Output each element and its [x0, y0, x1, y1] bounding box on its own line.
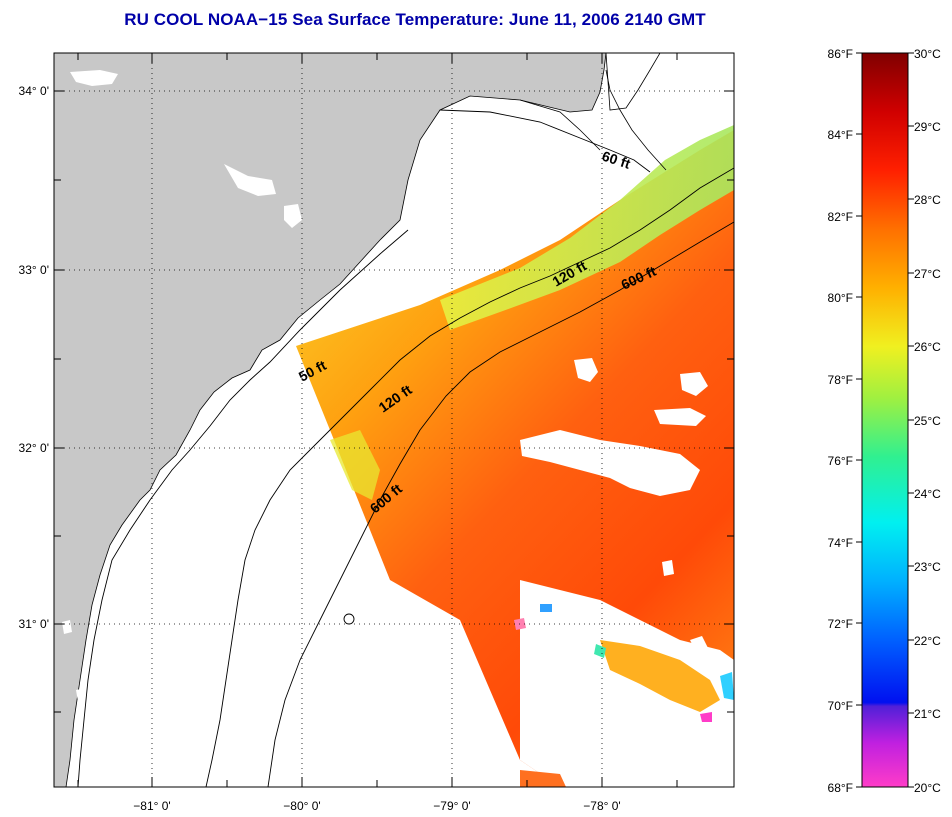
colorbar-f-label: 84°F [828, 128, 853, 142]
colorbar-c-label: 21°C [914, 707, 941, 721]
coastline [519, 69, 667, 171]
sst-nearshore-band [440, 125, 734, 330]
colorbar-c-label: 25°C [914, 414, 941, 428]
lon-tick-label: −79° 0' [433, 799, 470, 813]
map-border [53, 52, 735, 788]
axis-ticks [54, 53, 734, 787]
colorbar-c-label: 29°C [914, 120, 941, 134]
land-mass [54, 53, 607, 787]
colorbar-f-label: 72°F [828, 617, 853, 631]
colorbar-c-label: 23°C [914, 560, 941, 574]
colorbar-c-label: 22°C [914, 634, 941, 648]
map-panel[interactable]: 50 ft 120 ft 600 ft 60 ft 120 ft 600 ft [54, 53, 734, 787]
cloud-mask [520, 358, 734, 787]
map-title: RU COOL NOAA−15 Sea Surface Temperature:… [124, 10, 706, 29]
sst-fragments [514, 604, 734, 787]
graticule [54, 53, 734, 787]
colorbar-gradient [861, 52, 909, 788]
sst-coastal-band [330, 430, 380, 500]
land-mass-ne [605, 53, 661, 111]
lake [62, 620, 72, 634]
colorbar-f-label: 86°F [828, 47, 853, 61]
lon-tick-label: −80° 0' [283, 799, 320, 813]
colorbar-c-label: 24°C [914, 487, 941, 501]
lon-tick-label: −78° 0' [583, 799, 620, 813]
colorbar-c-label: 28°C [914, 193, 941, 207]
colorbar-f-label: 76°F [828, 454, 853, 468]
colorbar-c-label: 27°C [914, 267, 941, 281]
lake [284, 204, 302, 228]
lat-tick-label: 33° 0' [19, 263, 49, 277]
lat-tick-label: 34° 0' [19, 84, 49, 98]
colorbar-f-label: 80°F [828, 291, 853, 305]
lon-tick-label: −81° 0' [133, 799, 170, 813]
colorbar-f-label: 70°F [828, 699, 853, 713]
colorbar-c-label: 26°C [914, 340, 941, 354]
colorbar-c-label: 30°C [914, 47, 941, 61]
colorbar-f-label: 78°F [828, 373, 853, 387]
lake [76, 688, 88, 702]
colorbar-f-label: 68°F [828, 781, 853, 795]
lat-tick-label: 31° 0' [19, 617, 49, 631]
isobath-nearshore [77, 109, 651, 787]
lake [224, 164, 276, 196]
colorbar-ticks [856, 52, 914, 788]
colorbar-f-label: 74°F [828, 536, 853, 550]
colorbar: 86°F 84°F 82°F 80°F 78°F 76°F 74°F 72°F … [828, 47, 942, 795]
lat-tick-label: 32° 0' [19, 441, 49, 455]
lake [70, 70, 118, 86]
colorbar-c-label: 20°C [914, 781, 941, 795]
isobath-600ft [267, 221, 734, 787]
isobath-120ft [205, 167, 734, 787]
colorbar-f-label: 82°F [828, 210, 853, 224]
